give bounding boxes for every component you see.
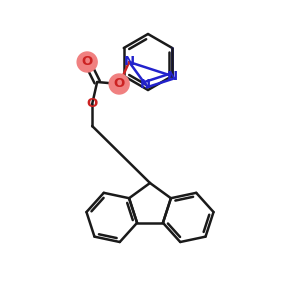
- Circle shape: [77, 52, 97, 72]
- Text: O: O: [82, 56, 93, 68]
- Text: O: O: [86, 98, 98, 110]
- Circle shape: [109, 74, 129, 94]
- Text: N: N: [167, 70, 178, 83]
- Text: O: O: [113, 77, 125, 91]
- Text: N: N: [140, 78, 151, 91]
- Text: N: N: [124, 56, 135, 68]
